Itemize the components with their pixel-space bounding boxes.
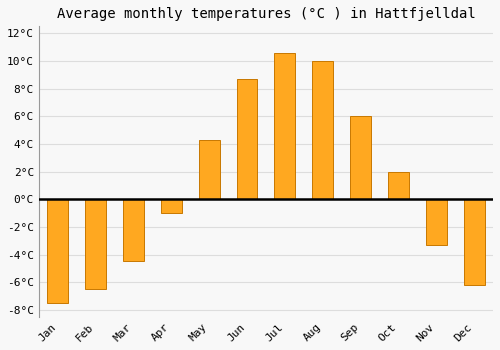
Bar (48, 199, 68, 303)
Bar (426, 199, 446, 245)
Title: Average monthly temperatures (°C ) in Hattfjelldal: Average monthly temperatures (°C ) in Ha… (56, 7, 476, 21)
Bar (161, 199, 182, 213)
Bar (123, 199, 144, 261)
Bar (198, 140, 220, 199)
Bar (236, 79, 258, 199)
Bar (85, 199, 106, 289)
Bar (312, 61, 333, 199)
Bar (388, 172, 409, 199)
Bar (350, 116, 371, 199)
Bar (274, 52, 295, 199)
Bar (464, 199, 484, 285)
